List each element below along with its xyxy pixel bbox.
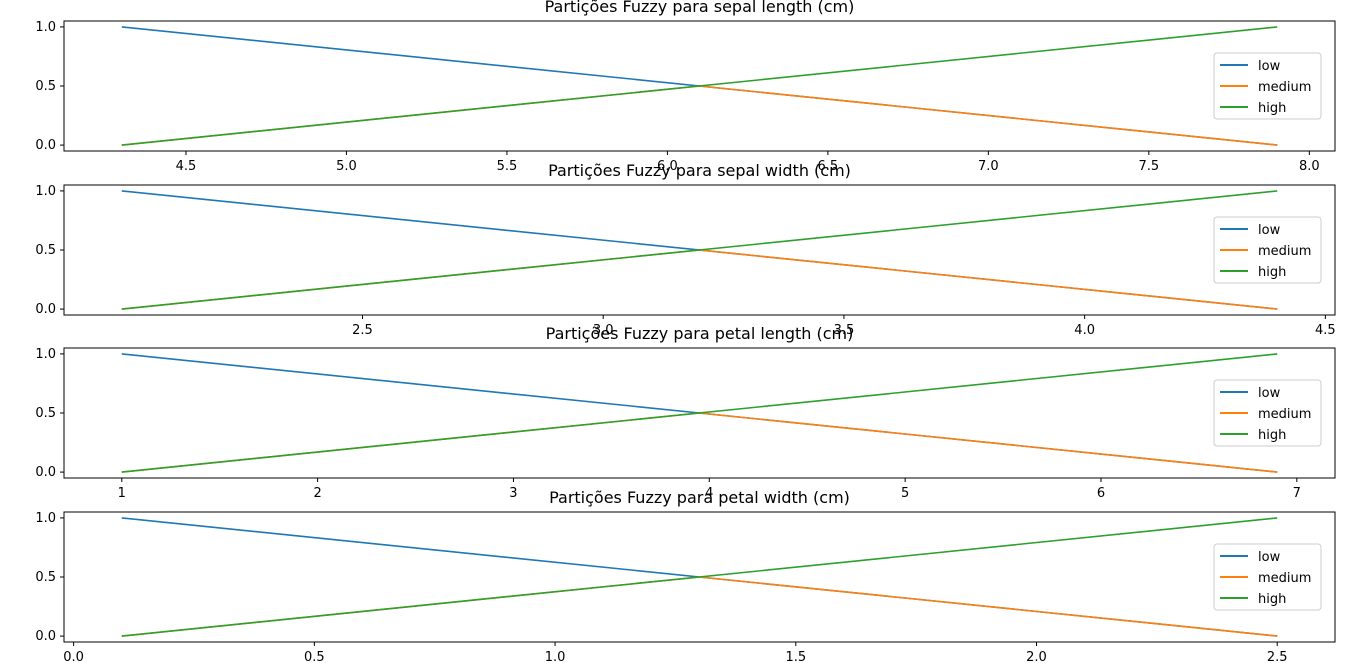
x-tick-label: 0.0 — [63, 650, 84, 663]
subplot-4: 0.0 0.5 1.0 0.0 0.5 1.0 1.5 2.0 2.5 Partições Fuz… — [35, 488, 1336, 663]
legend-label-medium: medium — [1258, 407, 1311, 422]
subplot-1: 0.0 0.5 1.0 4.5 5.0 5.5 6.0 6.5 7.0 7.5 8.0 Partiçõ… — [35, 0, 1336, 174]
x-tick-label: 1.5 — [785, 650, 806, 663]
x-tick-label: 2.0 — [1026, 650, 1047, 663]
x-tick-label: 2.5 — [352, 323, 373, 338]
chart-title: Partições Fuzzy para sepal width (cm) — [548, 161, 851, 180]
legend-label-low: low — [1258, 59, 1281, 74]
y-tick-label: 1.0 — [35, 20, 56, 35]
chart-title: Partições Fuzzy para sepal length (cm) — [545, 0, 855, 16]
x-tick-label: 8.0 — [1299, 159, 1320, 174]
x-tick-label: 5 — [901, 486, 909, 501]
series-line-high — [121, 26, 1278, 146]
y-tick-label: 0.0 — [35, 629, 56, 644]
legend — [1213, 52, 1322, 120]
chart-title: Partições Fuzzy para petal length (cm) — [546, 324, 854, 343]
x-tick-label: 2 — [313, 486, 321, 501]
x-tick-label: 0.5 — [304, 650, 325, 663]
x-tick-label: 6 — [1097, 486, 1105, 501]
legend-label-high: high — [1258, 428, 1286, 443]
series-line-high — [121, 517, 1278, 637]
x-tick-label: 1 — [118, 486, 126, 501]
x-tick-label: 1.0 — [545, 650, 566, 663]
legend — [1213, 543, 1322, 611]
legend-label-low: low — [1258, 223, 1281, 238]
x-tick-label: 5.0 — [336, 159, 357, 174]
subplot-3: 0.0 0.5 1.0 1 2 3 4 5 6 7 Partições Fuzzy para pet… — [35, 324, 1336, 501]
x-tick-label: 2.5 — [1267, 650, 1288, 663]
legend-label-high: high — [1258, 592, 1286, 607]
series-line-high — [121, 353, 1278, 473]
x-tick-label: 4.5 — [1315, 323, 1336, 338]
legend — [1213, 379, 1322, 447]
x-tick-label: 3.5 — [834, 323, 855, 338]
chart-title: Partições Fuzzy para petal width (cm) — [549, 488, 850, 507]
x-tick-label: 6.5 — [818, 159, 839, 174]
y-tick-label: 0.5 — [35, 243, 56, 258]
legend-label-low: low — [1258, 386, 1281, 401]
series-line-high — [121, 190, 1278, 310]
x-tick-label: 7.0 — [978, 159, 999, 174]
legend-label-high: high — [1258, 101, 1286, 116]
y-tick-label: 0.5 — [35, 570, 56, 585]
y-tick-label: 0.5 — [35, 406, 56, 421]
x-tick-label: 3.0 — [593, 323, 614, 338]
y-tick-label: 1.0 — [35, 347, 56, 362]
legend — [1213, 216, 1322, 284]
legend-label-medium: medium — [1258, 80, 1311, 95]
x-tick-label: 7 — [1293, 486, 1301, 501]
x-tick-label: 3 — [509, 486, 517, 501]
legend-label-medium: medium — [1258, 244, 1311, 259]
legend-label-medium: medium — [1258, 571, 1311, 586]
y-tick-label: 0.0 — [35, 138, 56, 153]
y-tick-label: 0.0 — [35, 465, 56, 480]
x-tick-label: 7.5 — [1138, 159, 1159, 174]
y-tick-label: 1.0 — [35, 184, 56, 199]
y-tick-label: 1.0 — [35, 511, 56, 526]
legend-label-low: low — [1258, 550, 1281, 565]
x-tick-label: 6.0 — [657, 159, 678, 174]
y-tick-label: 0.5 — [35, 79, 56, 94]
x-tick-label: 4 — [705, 486, 713, 501]
x-tick-label: 5.5 — [497, 159, 518, 174]
y-tick-label: 0.0 — [35, 302, 56, 317]
subplot-2: 0.0 0.5 1.0 2.5 3.0 3.5 4.0 4.5 Partições Fuzzy … — [35, 161, 1335, 338]
legend-label-high: high — [1258, 265, 1286, 280]
x-tick-label: 4.0 — [1074, 323, 1095, 338]
x-tick-label: 4.5 — [176, 159, 197, 174]
